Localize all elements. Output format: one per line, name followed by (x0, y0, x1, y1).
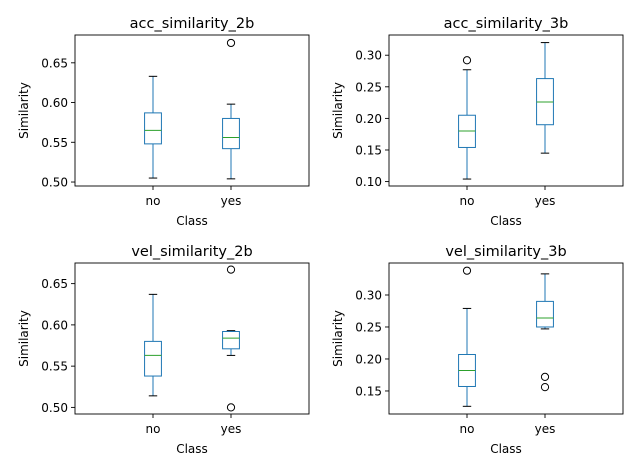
y-tick-label: 0.60 (41, 96, 68, 110)
box-body (144, 340, 162, 377)
outlier-point (540, 383, 550, 392)
chart-panel-3: vel_similarity_2b 0.50 0.55 0.60 0.65 no yes Cl… (17, 244, 310, 456)
chart-title: acc_similarity_2b (130, 16, 255, 32)
y-axis-label: Similarity (17, 310, 31, 367)
chart-panel-1: acc_similarity_2b 0.50 0.55 0.60 0.65 no yes Cl… (17, 16, 310, 228)
box-no (458, 266, 476, 407)
plot-area-frame (74, 262, 310, 415)
box-no (144, 75, 162, 179)
plot-area-frame (388, 262, 624, 415)
box-body (536, 300, 554, 328)
y-tick-label: 0.10 (355, 175, 382, 189)
box-yes (222, 265, 240, 412)
y-tick-label: 0.55 (41, 136, 68, 150)
x-tick-label: no (460, 194, 475, 208)
chart-title: acc_similarity_3b (444, 16, 569, 32)
y-tick-label: 0.15 (355, 384, 382, 398)
x-axis-label: Class (490, 214, 522, 228)
y-tick-label: 0.25 (355, 320, 382, 334)
x-tick-label: yes (535, 194, 556, 208)
y-tick-label: 0.50 (41, 401, 68, 415)
y-axis-label: Similarity (331, 82, 345, 139)
plot-area-frame (74, 34, 310, 187)
chart-panel-4: vel_similarity_3b 0.15 0.20 0.25 0.30 no yes Cl… (331, 244, 624, 456)
outlier-point (226, 38, 236, 48)
x-axis-label: Class (490, 442, 522, 456)
y-tick-label: 0.20 (355, 352, 382, 366)
x-tick-label: yes (221, 194, 242, 208)
x-tick-label: no (460, 422, 475, 436)
box-body (222, 117, 240, 150)
y-tick-label: 0.50 (41, 176, 68, 190)
chart-panel-2: acc_similarity_3b 0.10 0.15 0.20 0.25 0.30 no y… (331, 16, 624, 228)
x-axis-label: Class (176, 214, 208, 228)
box-body (222, 330, 240, 350)
box-yes (536, 273, 554, 392)
x-tick-label: no (146, 194, 161, 208)
y-tick-label: 0.65 (41, 277, 68, 291)
outlier-point (540, 372, 550, 381)
box-body (144, 112, 162, 145)
y-tick-label: 0.15 (355, 143, 382, 157)
box-yes (222, 38, 240, 180)
y-tick-label: 0.30 (355, 288, 382, 302)
y-tick-label: 0.25 (355, 80, 382, 94)
chart-title: vel_similarity_3b (445, 244, 566, 260)
y-tick-label: 0.30 (355, 49, 382, 63)
x-tick-label: no (146, 422, 161, 436)
chart-title: vel_similarity_2b (131, 244, 252, 260)
y-tick-label: 0.60 (41, 318, 68, 332)
box-no (144, 293, 162, 397)
outlier-point (226, 265, 236, 274)
y-tick-label: 0.20 (355, 112, 382, 126)
box-no (458, 56, 476, 180)
outlier-point (462, 266, 472, 275)
y-tick-label: 0.55 (41, 360, 68, 374)
y-tick-label: 0.65 (41, 56, 68, 70)
plot-area-frame (388, 34, 624, 187)
outlier-point (226, 403, 236, 412)
x-tick-label: yes (221, 422, 242, 436)
y-axis-label: Similarity (331, 310, 345, 367)
x-tick-label: yes (535, 422, 556, 436)
box-yes (536, 42, 554, 154)
y-axis-label: Similarity (17, 82, 31, 139)
outlier-point (462, 56, 472, 65)
x-axis-label: Class (176, 442, 208, 456)
